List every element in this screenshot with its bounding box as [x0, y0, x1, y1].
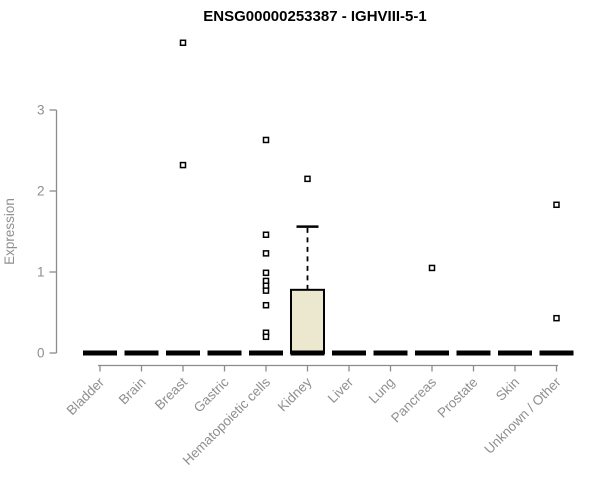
median-bar	[290, 350, 325, 356]
median-bar	[456, 350, 491, 356]
category-label: Breast	[152, 374, 190, 412]
outlier-point	[304, 175, 311, 183]
outlier-point	[262, 333, 270, 341]
outlier-point	[262, 231, 270, 238]
median-bar	[83, 350, 117, 356]
y-tick-label: 0	[37, 346, 45, 361]
y-tick-label: 2	[37, 184, 45, 199]
outlier-point	[428, 264, 436, 272]
median-bar	[249, 350, 283, 356]
outlier-point	[553, 314, 560, 322]
outlier-point	[262, 301, 270, 309]
category-label: Liver	[325, 374, 357, 406]
median-bar	[207, 350, 242, 356]
category-label: Skin	[493, 375, 522, 404]
median-bar	[539, 350, 574, 356]
outlier-point	[262, 136, 270, 144]
median-bar	[415, 350, 449, 356]
category-label: Prostate	[434, 375, 480, 421]
median-bar	[332, 350, 366, 356]
category-label: Brain	[116, 375, 149, 408]
median-bar	[498, 350, 532, 356]
category-label: Bladder	[64, 374, 108, 418]
category-label: Lung	[366, 375, 398, 407]
category-label: Unknown / Other	[481, 374, 564, 457]
y-tick-label: 1	[37, 265, 45, 280]
y-axis-label: Expression	[2, 198, 17, 265]
outlier-point	[179, 161, 187, 169]
category-label: Kidney	[275, 374, 315, 414]
category-label: Pancreas	[388, 374, 439, 425]
y-tick-label: 3	[37, 103, 45, 118]
outlier-point	[179, 39, 187, 47]
median-bar	[124, 350, 159, 356]
outlier-point	[262, 250, 270, 257]
outlier-point	[262, 269, 270, 277]
median-bar	[166, 350, 200, 356]
outlier-point	[262, 287, 270, 294]
category-label: Gastric	[191, 374, 232, 415]
box	[290, 288, 325, 355]
median-bar	[373, 350, 408, 356]
outlier-point	[553, 201, 560, 209]
chart-title: ENSG00000253387 - IGHVIII-5-1	[203, 8, 426, 25]
